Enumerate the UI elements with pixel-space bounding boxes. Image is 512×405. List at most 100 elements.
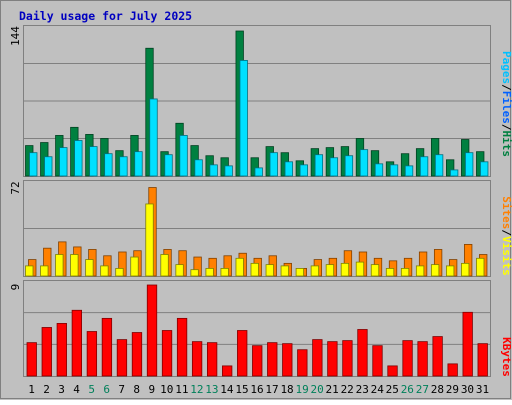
files-bar-day-21 <box>329 157 339 177</box>
files-bar-day-1 <box>29 152 38 177</box>
files-bar-day-22 <box>344 155 354 177</box>
kbytes-bar-day-26 <box>402 340 413 377</box>
legend-visits: Visits <box>500 236 512 276</box>
files-bar-day-27 <box>419 156 429 177</box>
panel-middle-bars <box>24 187 490 277</box>
x-tick-label-25: 25 <box>386 383 399 396</box>
x-tick-label-8: 8 <box>133 383 140 396</box>
kbytes-bar-day-27 <box>417 341 428 377</box>
kbytes-bar-day-16 <box>252 345 263 377</box>
sites-bar-day-27 <box>415 265 425 277</box>
kbytes-bar-day-8 <box>131 332 143 377</box>
x-tick-label-24: 24 <box>371 383 385 396</box>
panel-top-bars <box>24 30 490 177</box>
sites-bar-day-25 <box>385 268 395 277</box>
kbytes-bar-day-14 <box>222 365 233 377</box>
sites-bar-day-26 <box>400 268 410 277</box>
sites-bar-day-6 <box>100 265 109 277</box>
sites-bar-day-2 <box>40 265 49 277</box>
x-tick-label-11: 11 <box>175 383 188 396</box>
x-tick-label-6: 6 <box>103 383 110 396</box>
x-tick-label-17: 17 <box>265 383 278 396</box>
panel-bottom-ymax-label: 9 <box>9 284 22 291</box>
legend-bottom-text: KBytes <box>500 337 512 377</box>
x-tick-label-22: 22 <box>341 383 354 396</box>
x-tick-label-19: 19 <box>295 383 308 396</box>
kbytes-bar-day-31 <box>477 343 488 377</box>
x-tick-label-9: 9 <box>148 383 155 396</box>
x-tick-label-12: 12 <box>190 383 203 396</box>
files-bar-day-5 <box>89 146 98 177</box>
x-tick-label-15: 15 <box>235 383 248 396</box>
files-bar-day-24 <box>374 163 384 177</box>
sites-bar-day-19 <box>295 268 304 277</box>
files-bar-day-7 <box>119 156 128 177</box>
x-tick-label-13: 13 <box>205 383 218 396</box>
x-tick-label-3: 3 <box>58 383 65 396</box>
kbytes-bar-day-23 <box>357 329 368 377</box>
files-bar-day-14 <box>224 165 233 177</box>
files-bar-day-4 <box>74 140 83 177</box>
files-bar-day-30 <box>465 152 474 177</box>
files-bar-day-6 <box>104 153 113 177</box>
x-tick-label-20: 20 <box>311 383 324 396</box>
sites-bar-day-10 <box>160 254 169 277</box>
x-tick-label-1: 1 <box>28 383 35 396</box>
chart-title: Daily usage for July 2025 <box>19 9 192 23</box>
sites-bar-day-1 <box>25 265 34 277</box>
sites-bar-day-12 <box>190 269 199 277</box>
kbytes-bar-day-7 <box>116 339 128 377</box>
kbytes-bar-day-19 <box>297 349 308 377</box>
kbytes-bar-day-6 <box>101 317 113 377</box>
files-bar-day-26 <box>404 165 414 177</box>
files-bar-day-20 <box>314 154 324 177</box>
kbytes-bar-day-13 <box>206 342 218 377</box>
sites-bar-day-8 <box>130 256 139 277</box>
sites-bar-day-13 <box>205 268 214 277</box>
legend-top-text: Pages/Files/Hits <box>500 51 512 157</box>
x-tick-label-31: 31 <box>476 383 489 396</box>
kbytes-bar-day-9 <box>146 284 158 377</box>
panel-bottom-frame <box>23 280 491 377</box>
x-tick-label-10: 10 <box>160 383 173 396</box>
sites-bar-day-18 <box>280 265 289 277</box>
kbytes-bar-day-17 <box>267 342 278 377</box>
x-tick-label-23: 23 <box>356 383 369 396</box>
files-bar-day-13 <box>209 164 218 177</box>
sites-bar-day-14 <box>220 268 229 277</box>
x-axis-day-labels: 1 2 3 4 5 6 7 8 9 10 11 12 13 14 15 16 17 18 19 20 21 22 23 24 2… <box>28 383 489 396</box>
sites-bar-day-24 <box>370 264 380 277</box>
files-bar-day-23 <box>359 149 369 177</box>
x-tick-label-27: 27 <box>416 383 429 396</box>
sites-bar-day-11 <box>175 264 184 277</box>
files-bar-day-25 <box>389 164 399 177</box>
kbytes-bar-day-30 <box>462 311 473 377</box>
legend-kbytes: KBytes <box>500 337 512 377</box>
kbytes-bar-day-22 <box>342 340 353 377</box>
kbytes-bar-day-5 <box>86 331 98 377</box>
legend-separator: / <box>500 124 512 131</box>
kbytes-bar-day-15 <box>237 330 248 377</box>
files-bar-day-29 <box>450 169 459 177</box>
kbytes-bar-day-28 <box>432 336 443 377</box>
sites-bar-day-23 <box>355 261 365 277</box>
panel-top-ymax-label: 144 <box>9 26 22 46</box>
x-tick-label-21: 21 <box>326 383 339 396</box>
sites-bar-day-3 <box>55 254 64 277</box>
files-bar-day-17 <box>269 152 278 177</box>
kbytes-bar-day-21 <box>327 341 338 377</box>
files-bar-day-11 <box>179 135 188 177</box>
x-tick-label-14: 14 <box>220 383 234 396</box>
legend-hits: Hits <box>500 131 512 158</box>
files-bar-day-19 <box>299 164 308 177</box>
files-bar-day-16 <box>254 167 263 177</box>
sites-bar-day-16 <box>250 262 259 277</box>
kbytes-bar-day-10 <box>161 330 173 377</box>
files-bar-day-18 <box>284 161 293 177</box>
x-tick-label-30: 30 <box>461 383 474 396</box>
sites-bar-day-4 <box>70 254 79 277</box>
panel-middle-ymax-label: 72 <box>9 181 22 194</box>
x-tick-label-29: 29 <box>446 383 459 396</box>
